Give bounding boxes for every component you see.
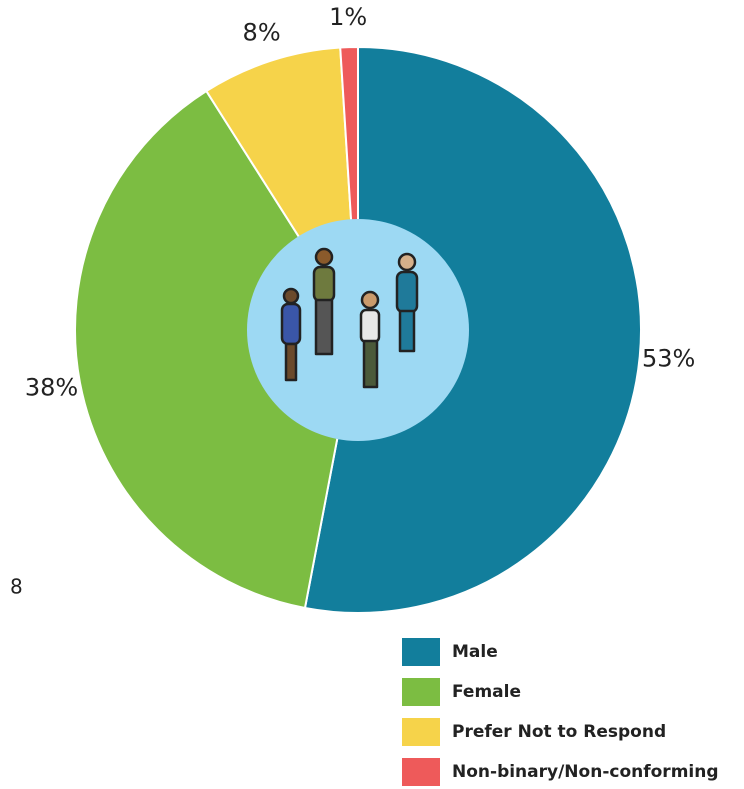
legend-label: Prefer Not to Respond: [452, 722, 666, 742]
legend-label: Female: [452, 682, 521, 702]
value-label: 8%: [243, 18, 281, 46]
legend-swatch: [402, 718, 440, 746]
legend-label: Non-binary/Non-conforming: [452, 762, 719, 782]
legend-swatch: [402, 758, 440, 786]
legend-swatch: [402, 678, 440, 706]
people-icon: [280, 247, 419, 389]
legend-swatch: [402, 638, 440, 666]
center-circle: [247, 219, 469, 441]
annotation: 8: [10, 575, 23, 599]
value-label: 53%: [642, 344, 695, 372]
value-label: 38%: [25, 373, 78, 401]
value-label: 1%: [329, 3, 367, 31]
legend-label: Male: [452, 642, 498, 662]
